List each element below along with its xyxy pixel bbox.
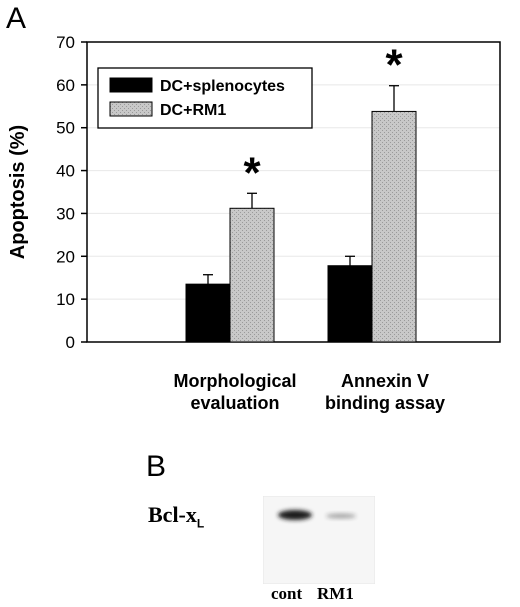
significance-marker: *: [385, 41, 403, 90]
plot-frame: [86, 41, 501, 343]
category-label-morphological: Morphological evaluation: [160, 370, 310, 414]
y-tick-label: 40: [56, 162, 75, 181]
protein-name: Bcl-x: [148, 502, 197, 527]
y-axis-label: Apoptosis (%): [7, 125, 29, 259]
y-tick-label: 60: [56, 76, 75, 95]
legend-box: [97, 67, 313, 129]
protein-label: Bcl-xL: [148, 502, 204, 530]
bar-dc-splenocytes: [327, 265, 373, 343]
y-tick-label: 70: [56, 33, 75, 52]
bar-dc-splenocytes: [185, 283, 231, 343]
category-label-annexin: Annexin V binding assay: [310, 370, 460, 414]
significance-marker: *: [243, 148, 261, 197]
blot-band-cont: [278, 510, 312, 520]
category-label-line1: Annexin V: [340, 371, 429, 391]
panel-a-letter: A: [6, 2, 27, 35]
legend-swatch-dc-splenocytes: [109, 77, 153, 93]
legend-label-dc-splenocytes: DC+splenocytes: [160, 78, 285, 95]
y-tick-label: 30: [56, 204, 75, 223]
y-tick-label: 20: [56, 247, 75, 266]
panel-b-letter: B: [146, 450, 167, 483]
apoptosis-bar-chart: 0 10 20 30 40 50 60 70 Apoptosis (%) * * DC+splenoc…: [7, 33, 501, 352]
lane-label-rm1: RM1: [317, 584, 354, 603]
blot-band-rm1: [326, 513, 356, 519]
bar-dc-rm1: [229, 207, 275, 343]
legend-swatch-dc-rm1: [109, 101, 153, 117]
y-tick-label: 0: [66, 333, 75, 352]
category-label-line2: binding assay: [324, 393, 446, 413]
y-tick-label: 50: [56, 119, 75, 138]
protein-subscript: L: [196, 516, 205, 531]
bar-dc-rm1: [371, 110, 417, 343]
category-label-line2: evaluation: [190, 393, 280, 413]
western-blot-image: [263, 496, 375, 584]
y-tick-label: 10: [56, 290, 75, 309]
category-label-line1: Morphological: [173, 371, 297, 391]
legend-label-dc-rm1: DC+RM1: [160, 102, 226, 119]
lane-label-cont: cont: [271, 584, 303, 603]
